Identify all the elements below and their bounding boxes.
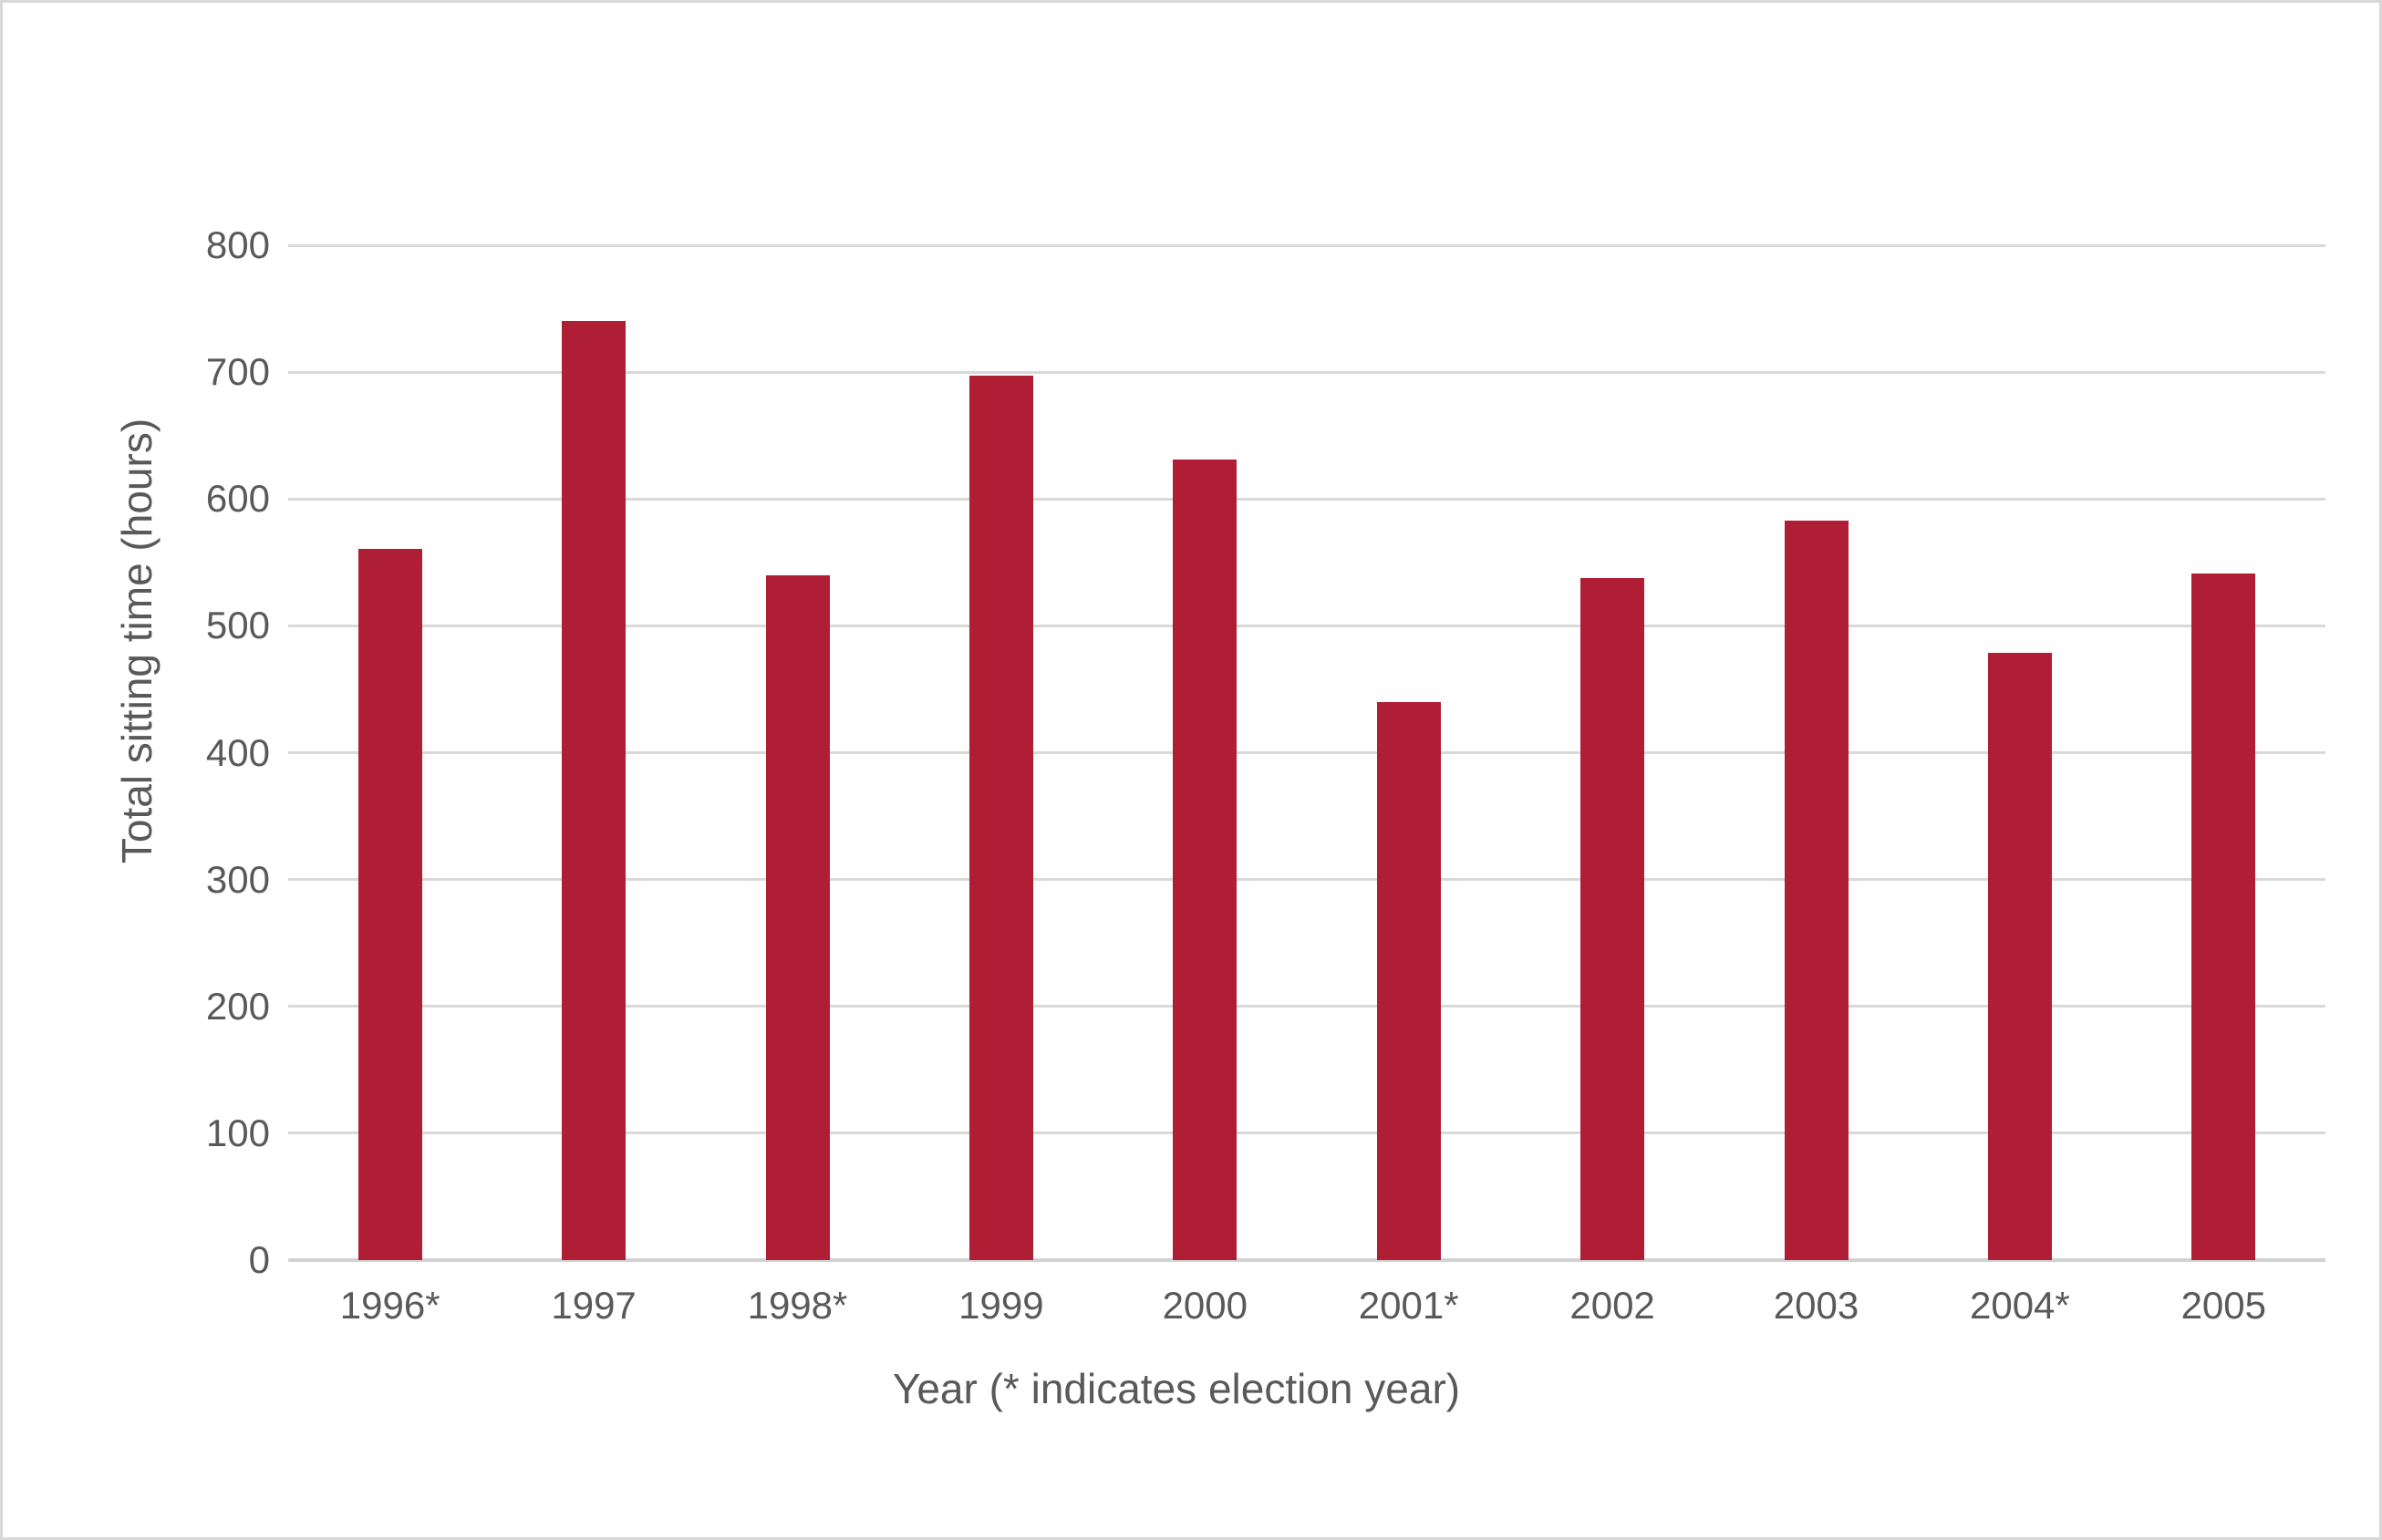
x-tick-label-2001: 2001* xyxy=(1358,1284,1459,1327)
bar-2001 xyxy=(1376,701,1441,1260)
bar-1999 xyxy=(968,376,1033,1260)
x-axis-title: Year (* indicates election year) xyxy=(892,1365,1461,1412)
x-axis-line xyxy=(288,1258,2325,1262)
y-tick-label-600: 600 xyxy=(205,477,270,521)
y-tick-label-200: 200 xyxy=(205,984,270,1028)
gridline-600 xyxy=(288,497,2325,501)
gridline-100 xyxy=(288,1132,2325,1135)
gridline-300 xyxy=(288,878,2325,882)
y-tick-label-700: 700 xyxy=(205,350,270,394)
gridline-200 xyxy=(288,1005,2325,1008)
bar-1998 xyxy=(765,574,830,1260)
gridline-500 xyxy=(288,624,2325,627)
bar-2000 xyxy=(1173,460,1238,1260)
bar-2003 xyxy=(1784,520,1849,1260)
gridline-800 xyxy=(288,243,2325,247)
plot-area xyxy=(288,243,2325,1262)
y-tick-label-100: 100 xyxy=(205,1111,270,1154)
y-tick-label-300: 300 xyxy=(205,857,270,901)
bar-1997 xyxy=(562,321,627,1260)
y-tick-label-0: 0 xyxy=(248,1238,270,1281)
bar-2002 xyxy=(1580,577,1645,1260)
x-tick-label-2005: 2005 xyxy=(2180,1284,2266,1327)
x-tick-label-2003: 2003 xyxy=(1773,1284,1859,1327)
x-tick-label-2002: 2002 xyxy=(1569,1284,1655,1327)
gridline-400 xyxy=(288,751,2325,754)
gridline-700 xyxy=(288,370,2325,374)
y-tick-label-400: 400 xyxy=(205,730,270,774)
y-tick-label-500: 500 xyxy=(205,604,270,647)
x-tick-label-1999: 1999 xyxy=(958,1284,1044,1327)
bar-2005 xyxy=(2191,574,2256,1260)
x-tick-label-1996: 1996* xyxy=(339,1284,440,1327)
x-tick-label-2000: 2000 xyxy=(1162,1284,1248,1327)
x-tick-label-1997: 1997 xyxy=(551,1284,637,1327)
bar-1996 xyxy=(357,548,422,1260)
bar-2004 xyxy=(1987,652,2052,1260)
x-tick-label-2004: 2004* xyxy=(1969,1284,2070,1327)
y-tick-label-800: 800 xyxy=(205,223,270,266)
x-tick-label-1998: 1998* xyxy=(747,1284,848,1327)
